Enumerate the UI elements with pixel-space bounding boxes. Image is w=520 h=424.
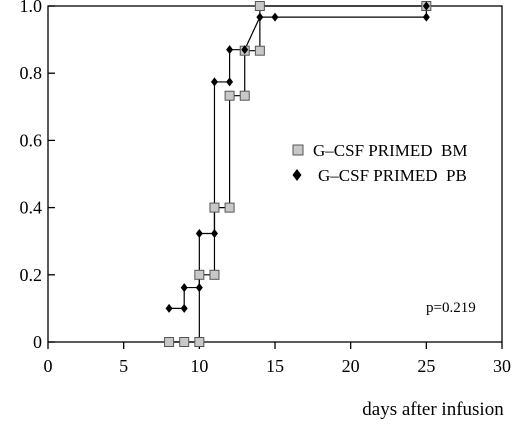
y-axis: 0 0.2 0.4 0.6 0.8 1.0 [20, 0, 55, 352]
x-tick-label: 25 [417, 356, 435, 376]
series-pb-point [422, 1, 430, 11]
series-pb-point [226, 77, 234, 87]
series-layer [164, 1, 432, 347]
series-bm-point [164, 337, 175, 347]
series-pb-point [241, 45, 249, 55]
series-pb-point [195, 283, 203, 293]
legend-pb-marker [292, 169, 302, 181]
series-pb-point [210, 228, 218, 238]
series-bm-point [224, 202, 235, 213]
x-tick-label: 0 [44, 356, 53, 376]
series-bm-point [254, 1, 265, 11]
series-pb-point [195, 228, 203, 238]
series-pb-point [180, 303, 188, 313]
x-tick-label: 10 [190, 356, 208, 376]
series-pb-point [180, 283, 188, 293]
legend: G–CSF PRIMED BM G–CSF PRIMED PB [292, 141, 467, 185]
series-bm-point [224, 90, 235, 101]
legend-pb-label: G–CSF PRIMED PB [318, 166, 467, 185]
x-tick-label: 5 [119, 356, 128, 376]
y-tick-label: 0.8 [20, 63, 43, 83]
legend-bm-label: G–CSF PRIMED BM [313, 141, 467, 160]
x-tick-label: 20 [342, 356, 360, 376]
y-tick-label: 0.6 [20, 130, 43, 150]
series-bm-point [179, 337, 190, 347]
x-axis-title: days after infusion [362, 399, 504, 420]
series-bm-point [239, 90, 250, 101]
series-bm-point [194, 269, 205, 280]
x-tick-label: 30 [493, 356, 511, 376]
series-pb-point [226, 45, 234, 55]
series-pb-point [256, 12, 264, 22]
series-bm-point [209, 202, 220, 213]
p-value-annotation: p=0.219 [426, 300, 476, 316]
y-tick-label: 0.2 [20, 265, 43, 285]
series-bm-point [194, 337, 205, 347]
series-pb-point [210, 77, 218, 87]
series-pb-point [165, 303, 173, 313]
series-pb-point [422, 12, 430, 22]
y-tick-label: 1.0 [20, 0, 43, 16]
series-bm-point [209, 269, 220, 280]
legend-bm-marker [292, 144, 304, 156]
x-tick-label: 15 [266, 356, 284, 376]
series-bm-point [254, 45, 265, 56]
series-pb-point [271, 12, 279, 22]
y-tick-label: 0.4 [20, 198, 43, 218]
y-tick-label: 0 [33, 332, 42, 352]
x-axis: 0 5 10 15 20 25 30 [44, 342, 511, 376]
